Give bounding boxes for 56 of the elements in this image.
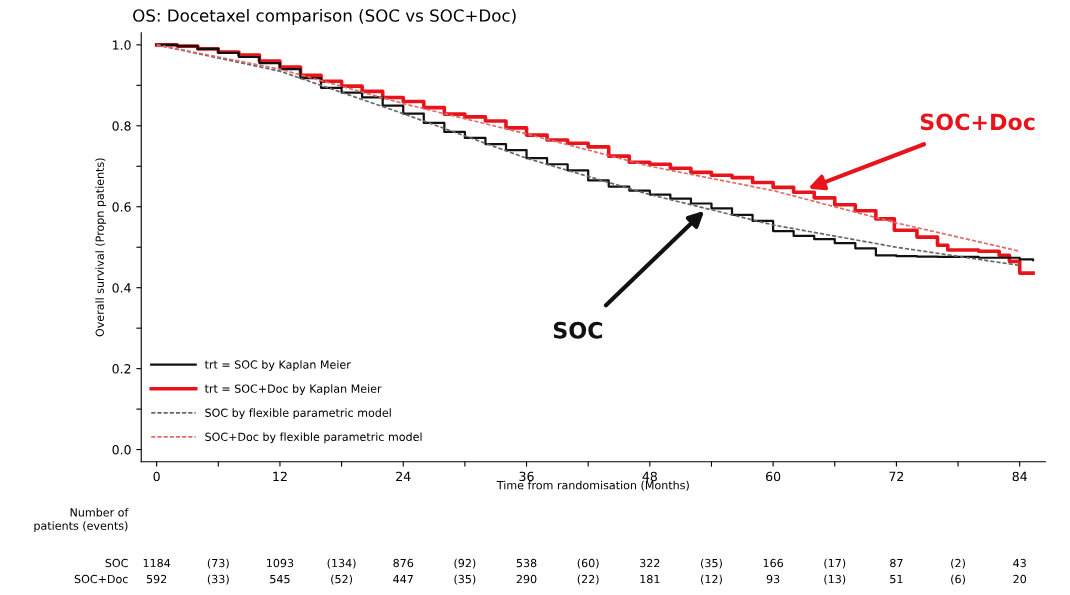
text: (12): [701, 574, 722, 585]
text: 51: [890, 574, 903, 584]
y-tick-label: 0.4: [112, 283, 131, 293]
text: 20: [1013, 574, 1027, 584]
y-tick-label: 0.6: [112, 202, 131, 212]
x-axis-title: Time from randomisation (Months): [496, 480, 689, 491]
annotation: SOC+Doc: [920, 113, 1035, 131]
text: 447: [393, 574, 413, 584]
text: (35): [454, 574, 476, 585]
text: (2): [951, 558, 965, 569]
text: 1093: [267, 558, 294, 568]
x-tick-label: 36: [519, 471, 534, 482]
text: SOC: [105, 558, 128, 568]
text: (6): [951, 574, 965, 585]
text: (92): [454, 558, 476, 569]
x-tick-label: 24: [396, 471, 411, 481]
text: (33): [207, 574, 229, 585]
y-axis-title: Overall survival (Propn patients): [95, 158, 107, 337]
x-tick-label: 0: [153, 471, 160, 482]
text: 545: [270, 574, 290, 584]
text: 322: [640, 558, 660, 568]
text: 538: [516, 558, 537, 568]
text: 181: [640, 574, 660, 584]
legend-label: SOC+Doc by flexible parametric model: [205, 432, 422, 444]
text: Number of patients (events): [34, 507, 129, 533]
text: (17): [824, 558, 846, 569]
text: (22): [577, 574, 599, 585]
y-tick-label: 0.2: [112, 364, 131, 374]
text: (60): [577, 558, 599, 569]
x-tick-label: 60: [766, 471, 781, 482]
y-tick-label: 0.8: [112, 121, 131, 131]
text: 290: [516, 574, 537, 584]
legend-label: trt = SOC by Kaplan Meier: [204, 360, 351, 371]
x-tick-label: 84: [1012, 471, 1027, 482]
annotation: SOC: [553, 321, 603, 339]
text: 166: [763, 558, 784, 568]
text: SOC+Doc: [74, 574, 128, 584]
text: (73): [207, 558, 229, 569]
legend-label: SOC by flexible parametric model: [205, 408, 391, 420]
legend-label: trt = SOC+Doc by Kaplan Meier: [204, 384, 382, 395]
y-tick-label: 0.0: [112, 445, 131, 455]
text: 43: [1013, 558, 1026, 568]
text: (134): [327, 558, 356, 569]
text: 93: [766, 574, 780, 584]
x-tick-label: 12: [273, 471, 287, 481]
text: (35): [701, 558, 722, 569]
x-tick-label: 48: [642, 471, 657, 482]
text: 1184: [143, 558, 171, 568]
text: 87: [890, 558, 903, 568]
chart-title: OS: Docetaxel comparison (SOC vs SOC+Doc): [133, 8, 516, 26]
text: (52): [331, 574, 353, 585]
y-tick-label: 1.0: [113, 40, 131, 50]
x-tick-label: 72: [889, 471, 904, 481]
text: (13): [824, 574, 846, 585]
text: 876: [393, 558, 414, 568]
text: 592: [146, 574, 167, 584]
